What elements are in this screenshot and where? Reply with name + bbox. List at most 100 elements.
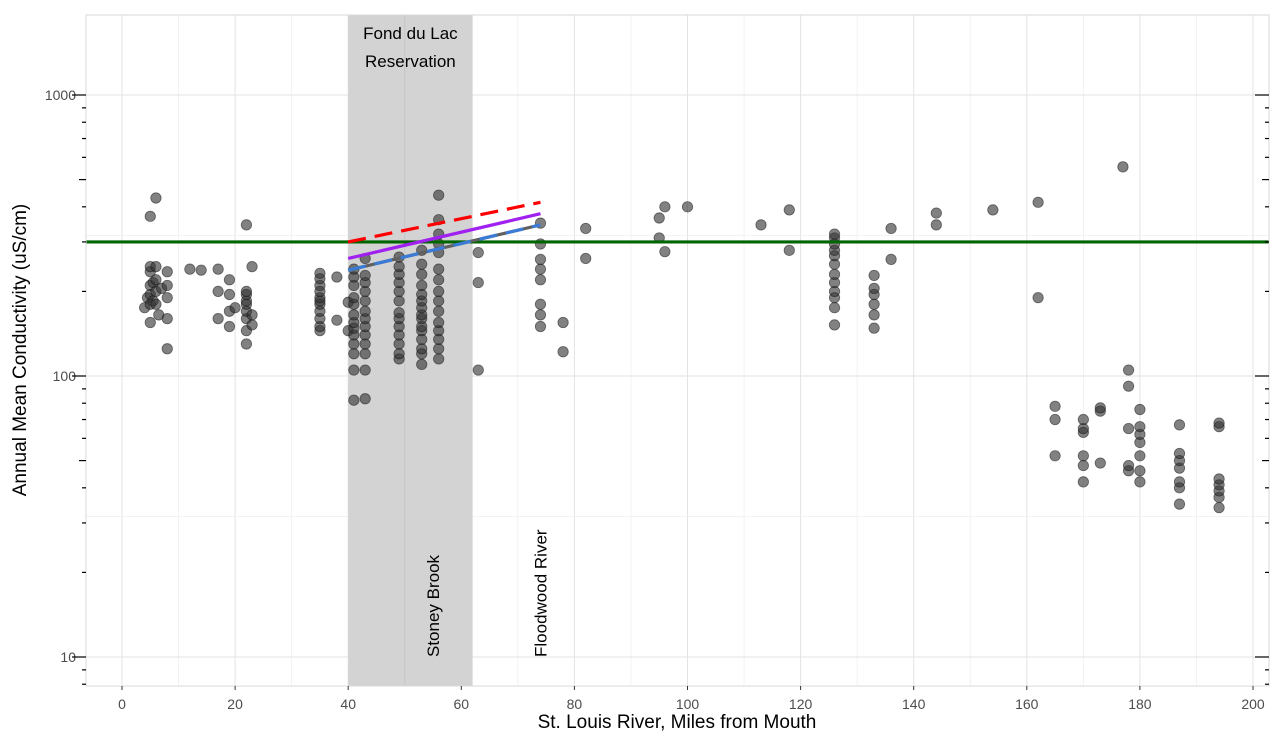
- data-point: [828, 319, 841, 331]
- data-point: [1134, 476, 1146, 488]
- data-point: [783, 204, 795, 216]
- data-point: [144, 316, 156, 329]
- data-point: [868, 309, 880, 321]
- data-point: [150, 261, 162, 273]
- data-point: [240, 219, 253, 231]
- data-point: [150, 274, 162, 286]
- x-tick-label: 140: [902, 696, 926, 712]
- plot-border: [85, 14, 1270, 687]
- reservation-label: Fond du Lac: [363, 24, 458, 43]
- data-point: [150, 192, 162, 204]
- data-point: [580, 222, 592, 235]
- data-point: [653, 212, 665, 224]
- data-point: [868, 269, 880, 282]
- trend-line-solid: [347, 212, 541, 261]
- data-point: [433, 316, 445, 329]
- data-point: [1134, 403, 1146, 416]
- data-point: [783, 244, 795, 256]
- data-point: [416, 279, 428, 292]
- data-point: [534, 263, 547, 275]
- data-point: [534, 309, 547, 321]
- data-point: [359, 364, 371, 376]
- data-point: [393, 307, 405, 319]
- data-point: [433, 285, 445, 298]
- data-point: [557, 316, 569, 329]
- data-point: [1213, 502, 1225, 514]
- data-point: [212, 263, 224, 275]
- x-axis-title: St. Louis River, Miles from Mouth: [538, 712, 817, 733]
- data-point: [229, 302, 241, 314]
- annotations: Fond du Lac Reservation Stoney Brook Floodw…: [363, 24, 550, 657]
- data-point: [393, 348, 405, 360]
- data-point: [987, 204, 999, 216]
- trend-line-dashed: [347, 223, 541, 272]
- data-point: [246, 261, 258, 273]
- data-point: [1134, 421, 1146, 433]
- data-point: [755, 219, 767, 231]
- data-point: [416, 358, 428, 370]
- data-point: [885, 253, 897, 265]
- data-point: [534, 298, 547, 310]
- axes: 0 20 40 60 80 100 120 140 160 180 200 10 100 1000: [45, 87, 1269, 712]
- data-point: [161, 266, 173, 278]
- data-point: [433, 353, 445, 365]
- data-point: [1122, 459, 1135, 472]
- data-point: [433, 274, 445, 286]
- x-tick-label: 60: [454, 696, 470, 712]
- data-point: [1077, 459, 1089, 472]
- data-point: [1077, 450, 1089, 462]
- data-point: [1122, 380, 1135, 392]
- data-point: [223, 320, 236, 333]
- y-tick-label: 10: [60, 649, 76, 665]
- data-point: [472, 364, 484, 376]
- data-point: [433, 343, 445, 355]
- data-point: [161, 279, 173, 292]
- x-tick-label: 20: [227, 696, 243, 712]
- data-point: [348, 364, 360, 376]
- data-point: [681, 201, 694, 213]
- data-point: [1173, 476, 1186, 488]
- x-tick-label: 180: [1128, 696, 1152, 712]
- data-point: [348, 292, 360, 304]
- data-point: [659, 201, 671, 213]
- data-point: [359, 269, 371, 282]
- data-point: [359, 348, 371, 360]
- data-point: [868, 322, 880, 334]
- data-point: [223, 274, 236, 286]
- data-point: [161, 313, 173, 325]
- data-point: [930, 219, 942, 231]
- data-point: [1134, 465, 1146, 477]
- data-point: [359, 305, 371, 317]
- data-point: [868, 282, 880, 294]
- data-point: [246, 309, 258, 321]
- x-tick-label: 100: [676, 696, 700, 712]
- data-point: [930, 207, 942, 219]
- data-point: [195, 264, 207, 276]
- data-point: [331, 314, 343, 326]
- data-point: [1032, 196, 1044, 208]
- data-point: [557, 346, 569, 358]
- data-point: [212, 285, 224, 298]
- data-point: [885, 222, 897, 235]
- data-point: [359, 393, 371, 405]
- data-point: [1173, 498, 1186, 510]
- data-point: [314, 267, 326, 279]
- data-point: [1094, 457, 1106, 469]
- data-point: [1032, 292, 1044, 304]
- data-point: [1122, 422, 1135, 435]
- data-point: [580, 252, 592, 265]
- data-point: [659, 246, 671, 258]
- data-point: [868, 298, 880, 310]
- data-point: [246, 319, 258, 331]
- data-point: [433, 305, 445, 317]
- data-point: [534, 253, 547, 265]
- data-point: [828, 268, 841, 280]
- y-axis-title: Annual Mean Conductivity (uS/cm): [10, 204, 31, 497]
- data-point: [240, 338, 253, 350]
- data-point: [331, 271, 343, 283]
- x-tick-label: 200: [1241, 696, 1265, 712]
- reservation-label: Reservation: [365, 52, 456, 71]
- data-point: [150, 298, 162, 310]
- data-point: [1094, 402, 1106, 414]
- y-tick-label: 1000: [45, 87, 76, 103]
